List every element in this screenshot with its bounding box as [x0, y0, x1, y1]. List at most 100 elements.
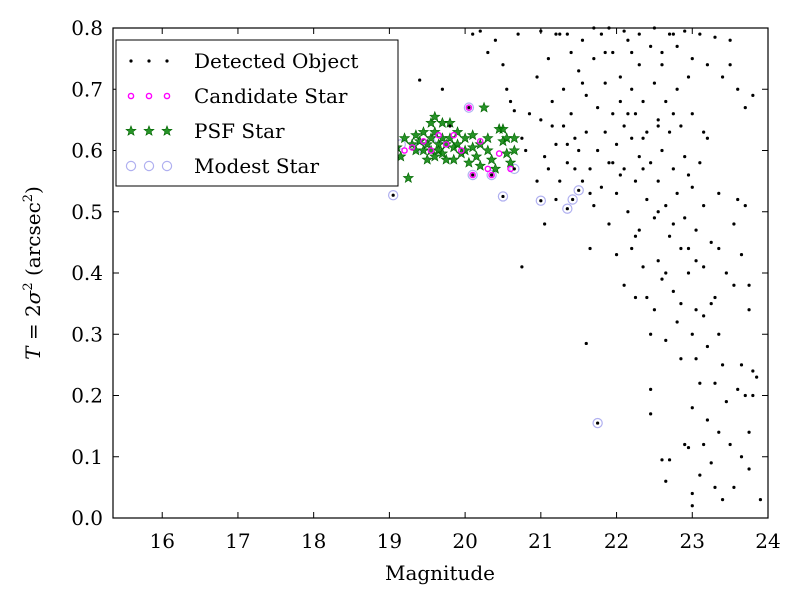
point-dot	[580, 179, 585, 183]
point-dot	[671, 32, 675, 36]
point-dot	[493, 38, 497, 42]
point-dot	[702, 442, 706, 447]
point-dot	[565, 161, 569, 165]
x-tick-label: 20	[452, 529, 477, 553]
point-dot	[558, 32, 562, 36]
point-dot	[671, 112, 675, 116]
point-dot	[561, 87, 566, 91]
point-dot	[626, 112, 630, 116]
point-dot	[671, 222, 675, 226]
point-dot	[505, 87, 509, 91]
point-dot	[686, 173, 691, 177]
point-dot	[709, 461, 713, 465]
point-dot	[550, 99, 554, 104]
point-dot	[705, 63, 710, 67]
point-star	[485, 153, 498, 165]
point-dot	[751, 93, 755, 97]
legend-marker-open-circle	[143, 160, 155, 172]
point-dot	[717, 191, 721, 195]
point-dot	[633, 295, 638, 300]
point-dot	[747, 430, 751, 434]
point-dot	[471, 32, 475, 36]
legend-marker-small-circle	[127, 92, 135, 100]
point-star	[410, 129, 422, 141]
point-star	[425, 132, 437, 144]
legend-marker-small-circle	[145, 92, 153, 100]
y-axis-title-sigma: σ	[21, 289, 45, 304]
point-dot	[637, 228, 641, 232]
point-dot	[546, 57, 551, 61]
point-small-circle	[408, 144, 416, 151]
point-star	[429, 110, 441, 122]
point-dot	[732, 283, 736, 287]
point-dot	[664, 338, 668, 342]
point-dot	[675, 87, 679, 91]
point-dot	[717, 332, 721, 336]
point-dot	[747, 308, 751, 312]
point-dot	[478, 29, 482, 33]
point-dot	[690, 57, 694, 61]
point-star	[421, 153, 433, 165]
legend-marker-star	[161, 124, 173, 136]
point-dot	[739, 363, 744, 367]
x-tick-label: 16	[149, 529, 174, 553]
point-dot	[679, 124, 683, 128]
point-dot	[736, 197, 740, 202]
point-dot	[618, 173, 622, 177]
point-dot	[747, 283, 751, 287]
point-star	[497, 123, 509, 134]
point-star	[466, 141, 479, 153]
point-dot	[603, 81, 607, 85]
y-axis-title-unit: (arcsec	[21, 202, 45, 282]
point-dot	[747, 467, 751, 471]
point-open-circle	[573, 185, 584, 196]
legend-label-detected: Detected Object	[194, 49, 358, 73]
point-dot	[535, 179, 539, 183]
point-dot	[728, 442, 732, 447]
point-dot	[622, 283, 626, 287]
point-star	[451, 126, 464, 138]
point-dot	[603, 130, 607, 134]
point-dot	[736, 87, 740, 91]
point-small-circle	[401, 147, 408, 154]
point-dot	[679, 302, 683, 306]
point-dot	[675, 44, 679, 48]
point-dot	[584, 341, 588, 346]
point-dot	[565, 207, 569, 211]
point-open-circle	[486, 169, 497, 181]
point-dot	[724, 400, 728, 404]
point-dot	[467, 106, 471, 110]
point-dot	[471, 173, 475, 177]
point-star	[478, 101, 490, 113]
point-dot	[626, 38, 630, 42]
point-dot	[705, 136, 710, 140]
point-dot	[667, 458, 672, 462]
point-dot	[603, 50, 607, 55]
legend-marker-dot	[129, 59, 133, 63]
point-star	[482, 144, 494, 156]
point-dot	[656, 124, 660, 128]
point-star	[474, 159, 487, 171]
point-small-circle	[427, 147, 435, 154]
point-small-circle	[442, 141, 450, 148]
point-dot	[683, 155, 687, 159]
point-dot	[660, 458, 664, 462]
x-tick-label: 17	[225, 529, 250, 553]
point-dot	[698, 32, 702, 36]
y-axis-title: T = 2σ2 (arcsec2)	[21, 186, 45, 360]
point-dot	[694, 308, 698, 312]
y-axis-title-unit-exponent: 2	[21, 194, 36, 202]
point-small-circle	[484, 165, 492, 173]
point-dot	[546, 167, 551, 171]
y-tick-label: 0.7	[71, 77, 103, 101]
point-star	[470, 150, 483, 162]
point-open-circle	[463, 102, 475, 113]
point-dot	[618, 99, 622, 104]
y-tick-label: 0.8	[71, 16, 103, 40]
point-star	[429, 150, 441, 162]
point-dot	[539, 199, 543, 203]
point-dot	[614, 253, 619, 257]
point-dot	[512, 167, 516, 171]
point-dot	[554, 32, 558, 36]
point-star	[451, 138, 464, 150]
